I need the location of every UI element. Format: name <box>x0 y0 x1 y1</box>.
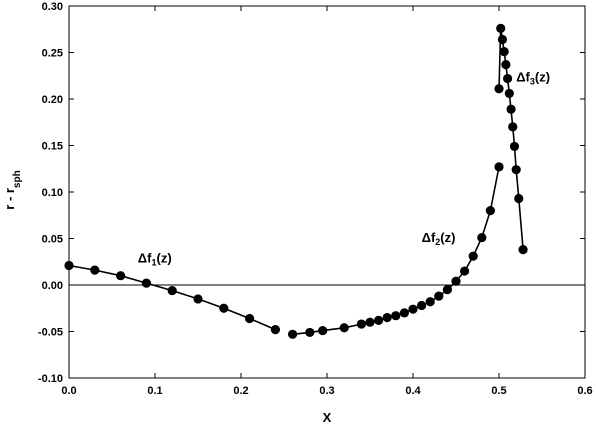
annotation-main: Δf <box>422 230 436 245</box>
annotation-tail: (z) <box>157 251 172 266</box>
y-tick-label: 0.05 <box>42 234 63 246</box>
y-axis-title-sub: sph <box>12 170 23 188</box>
data-point <box>451 276 461 286</box>
x-axis-title: X <box>323 410 332 425</box>
annotation-label: Δf1(z) <box>138 251 172 268</box>
data-point <box>518 245 528 255</box>
y-axis-title: r - rsph <box>2 170 23 209</box>
data-point <box>477 232 487 243</box>
data-point <box>468 251 478 261</box>
data-point <box>288 329 298 339</box>
data-point <box>339 323 349 333</box>
data-point <box>382 312 392 323</box>
data-point <box>509 141 520 152</box>
data-point <box>514 193 524 204</box>
data-point <box>497 34 508 45</box>
data-point <box>417 300 427 311</box>
annotation-subscript: 1 <box>151 258 156 268</box>
data-point <box>442 285 452 295</box>
data-point <box>64 260 74 271</box>
annotation-tail: (z) <box>535 69 550 84</box>
data-point <box>460 266 470 276</box>
x-tick-label: 0.3 <box>319 385 334 397</box>
data-point <box>305 327 315 338</box>
data-point <box>501 59 511 70</box>
data-point <box>504 88 514 99</box>
annotation-tail: (z) <box>440 230 455 245</box>
data-point <box>245 313 255 324</box>
data-point <box>496 23 506 33</box>
data-point <box>494 84 504 94</box>
data-point <box>318 325 328 336</box>
data-point <box>90 265 100 275</box>
data-point <box>434 291 444 301</box>
series-1 <box>64 260 280 335</box>
annotation-label: Δf2(z) <box>422 230 456 247</box>
data-point <box>270 325 280 335</box>
data-point <box>499 46 509 57</box>
data-point <box>219 303 229 313</box>
x-tick-label: 0.1 <box>147 385 162 397</box>
data-point <box>408 304 418 314</box>
data-point <box>193 294 203 304</box>
data-point <box>503 73 513 84</box>
y-tick-label: 0.00 <box>42 280 63 292</box>
data-point <box>374 315 384 325</box>
data-point <box>365 317 375 327</box>
y-tick-label: 0.10 <box>42 187 63 199</box>
x-tick-label: 0.5 <box>491 385 506 397</box>
y-tick-label: -0.05 <box>38 327 63 339</box>
y-axis-title-main: r - r <box>2 188 17 210</box>
y-tick-label: 0.30 <box>42 1 63 13</box>
annotation-subscript: 2 <box>435 237 440 247</box>
plot-area: 0.0 0.1 0.2 0.3 0.4 0.5 0.6 -0.10 -0.05 0.00 0.05 0… <box>38 1 593 397</box>
x-tick-label: 0.6 <box>577 385 592 397</box>
data-point <box>485 206 495 216</box>
x-tick-label: 0.4 <box>405 385 421 397</box>
data-point <box>511 165 521 175</box>
y-tick-label: 0.15 <box>42 141 63 153</box>
annotation-main: Δf <box>516 69 530 84</box>
data-point <box>494 162 504 172</box>
x-tick-label: 0.0 <box>61 385 76 397</box>
series-3 <box>494 23 528 255</box>
data-point <box>508 122 518 132</box>
series-line <box>68 264 276 331</box>
data-point <box>391 311 401 321</box>
data-point <box>399 308 409 318</box>
annotation-subscript: 3 <box>530 76 535 86</box>
series-line <box>292 166 500 336</box>
data-point <box>167 285 177 296</box>
series-2 <box>288 162 504 339</box>
x-tick-label: 0.2 <box>233 385 248 397</box>
y-tick-label: -0.10 <box>38 373 63 385</box>
data-point <box>506 104 516 114</box>
data-point <box>116 271 126 281</box>
y-tick-label: 0.20 <box>42 94 63 106</box>
annotation-label: Δf3(z) <box>516 69 550 86</box>
data-point <box>356 319 366 329</box>
y-tick-label: 0.25 <box>42 48 63 60</box>
data-point <box>141 278 151 288</box>
data-point <box>425 297 435 307</box>
annotation-main: Δf <box>138 251 152 266</box>
